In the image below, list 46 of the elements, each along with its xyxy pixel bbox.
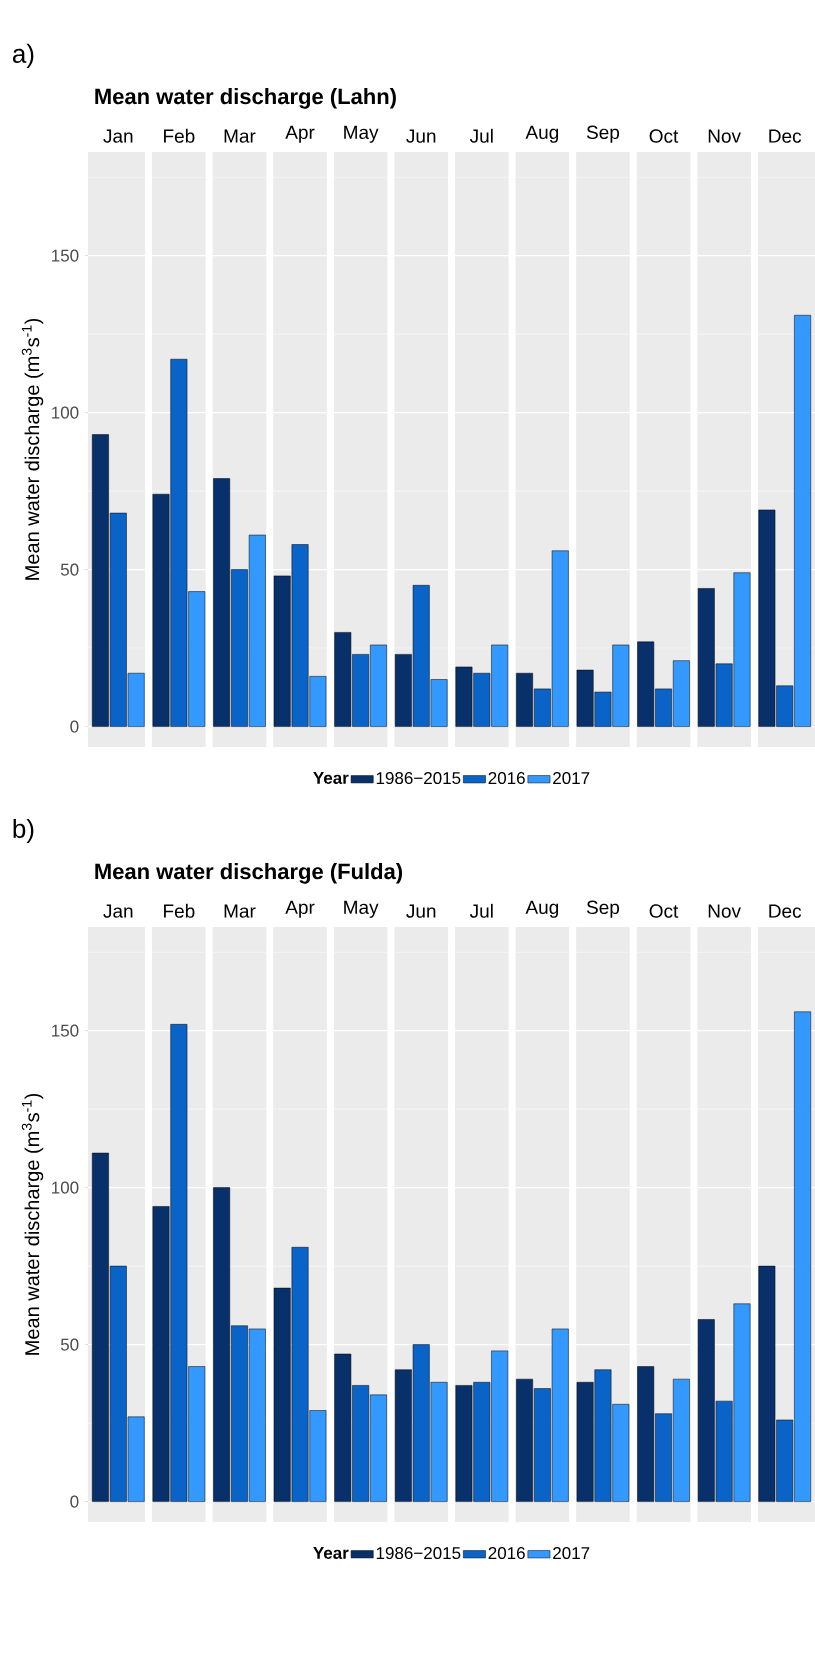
x-tick-label: Mar [224,129,256,143]
y-tick-label: 150 [52,1024,79,1037]
y-tick-label: 50 [60,563,79,576]
y-tick-label: 100 [52,406,79,419]
x-tick-label: Dec [769,904,802,918]
chart-title: Mean water discharge (Fulda) [95,863,403,884]
y-tick-label: 150 [52,249,79,262]
x-tick-label: Jul [469,128,493,143]
legend-label: 1986−2015 [376,772,461,785]
x-tick-label: Jan [103,129,133,143]
x-tick-label: Oct [649,129,679,143]
x-tick-label: Oct [649,904,679,918]
legend-title: Year [313,1547,349,1559]
x-tick-label: Feb [164,128,195,143]
x-tick-label: Jul [469,903,493,918]
x-tick-label: Jun [406,904,436,918]
legend-label: 1986−2015 [376,1547,461,1560]
x-tick-label: Dec [769,129,802,143]
y-tick-label: 100 [52,1181,79,1194]
x-tick-label: Jan [103,904,133,918]
x-tick-label: Jun [406,129,436,143]
x-tick-label: May [344,900,379,918]
legend-title: Year [313,772,349,784]
x-tick-label: Nov [708,904,741,918]
x-tick-label: Apr [285,900,315,918]
legend-label: 2016 [488,1547,525,1560]
y-tick-label: 0 [70,720,79,733]
legend-label: 2017 [553,1547,590,1560]
x-tick-label: Apr [285,125,315,143]
x-tick-label: Sep [586,125,620,143]
legend-label: 2017 [553,772,590,785]
chart-title: Mean water discharge (Lahn) [95,88,396,109]
x-tick-label: Aug [525,125,559,143]
y-axis-title: Mean water discharge (m$^{3}$s$^{-1}$) [21,318,44,580]
legend-label: 2016 [488,772,525,785]
x-tick-label: May [344,125,379,143]
x-tick-label: Nov [708,129,741,143]
text: b) [13,818,34,844]
y-axis-title: Mean water discharge (m$^{3}$s$^{-1}$) [21,1093,44,1355]
x-tick-label: Mar [224,904,256,918]
text: a) [12,43,34,69]
x-tick-label: Feb [164,903,195,918]
x-tick-label: Aug [525,900,559,918]
y-tick-label: 0 [70,1495,79,1508]
x-tick-label: Sep [586,900,620,918]
y-tick-label: 50 [60,1338,79,1351]
